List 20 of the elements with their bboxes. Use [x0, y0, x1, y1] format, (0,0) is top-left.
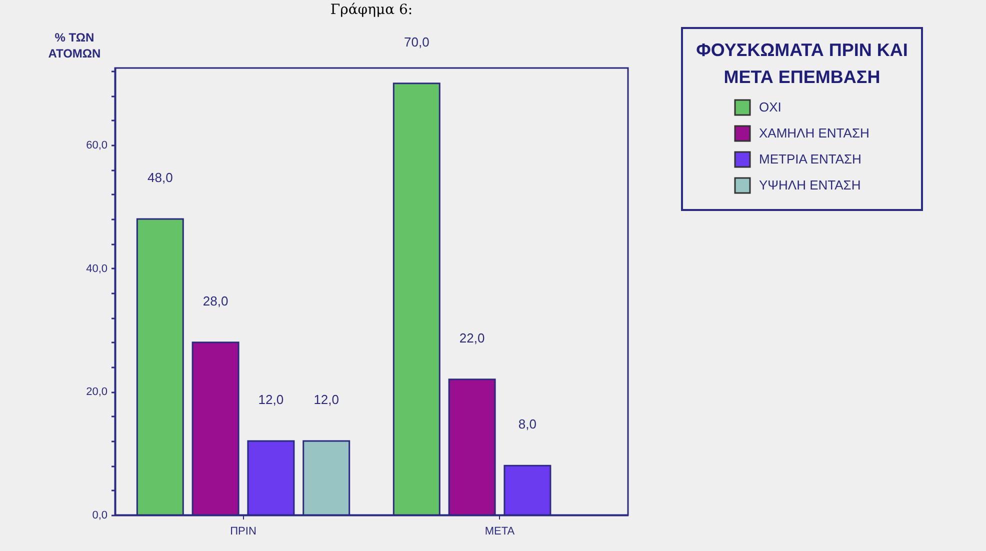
y-tick-label: 60,0	[86, 140, 108, 152]
x-tick-label: ΜΕΤΑ	[484, 526, 516, 538]
legend-label: ΟΧΙ	[759, 100, 782, 114]
data-label: 12,0	[258, 392, 284, 408]
legend-label: ΜΕΤΡΙΑ ΕΝΤΑΣΗ	[759, 152, 862, 166]
data-label: 12,0	[314, 392, 340, 408]
data-label: 28,0	[202, 293, 228, 308]
x-tick-label: ΠΡΙΝ	[230, 526, 256, 538]
data-label: 70,0	[404, 34, 430, 50]
y-axis-title: % ΤΩΝ ΑΤΟΜΩΝ	[48, 30, 101, 60]
chart-title: Γράφημα 6:	[330, 2, 413, 18]
y-tick-label: 20,0	[86, 386, 108, 398]
data-label: 8,0	[518, 416, 536, 432]
legend-label: ΧΑΜΗΛΗ ΕΝΤΑΣΗ	[759, 126, 870, 140]
data-label: 48,0	[147, 170, 173, 186]
y-tick-label: 40,0	[86, 262, 108, 275]
legend-label: ΥΨΗΛΗ ΕΝΤΑΣΗ	[759, 178, 861, 192]
legend-title: ΦΟΥΣΚΩΜΑΤΑ ΠΡΙΝ ΚΑΙ ΜΕΤΑ ΕΠΕΜΒΑΣΗ	[696, 40, 908, 87]
data-label: 22,0	[459, 330, 485, 346]
y-tick-label: 0,0	[92, 510, 108, 522]
